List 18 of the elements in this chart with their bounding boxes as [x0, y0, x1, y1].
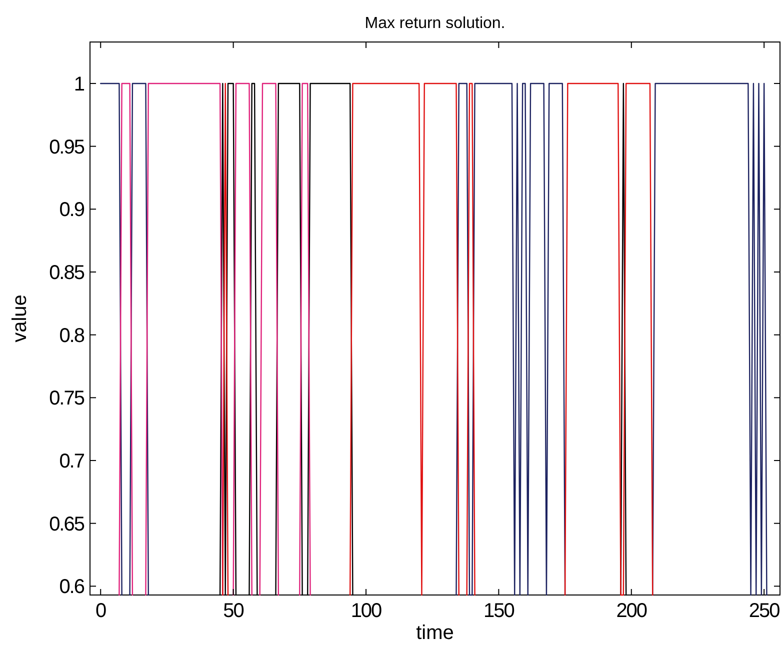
- y-tick-label: 0.95: [49, 136, 85, 158]
- y-tick-label: 0.85: [49, 262, 85, 284]
- x-tick-label: 150: [484, 600, 515, 622]
- y-tick-label: 0.8: [59, 324, 85, 347]
- y-tick-label: 0.9: [59, 199, 85, 222]
- y-tick-label: 0.65: [49, 513, 85, 536]
- x-tick-label: 50: [223, 600, 244, 622]
- x-tick-label: 250: [748, 600, 780, 622]
- x-axis-title: time: [416, 622, 454, 644]
- x-tick-label: 0: [96, 600, 107, 622]
- x-tick-label: 100: [350, 600, 382, 622]
- y-tick-label: 1: [74, 73, 85, 96]
- x-tick-label: 200: [616, 600, 648, 622]
- y-tick-label: 0.7: [59, 450, 85, 473]
- y-tick-label: 0.6: [59, 576, 85, 598]
- chart-title: Max return solution.: [364, 15, 506, 32]
- y-tick-label: 0.75: [49, 388, 85, 410]
- y-axis-title: value: [9, 294, 31, 342]
